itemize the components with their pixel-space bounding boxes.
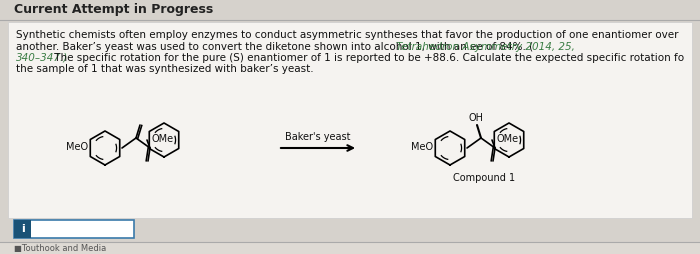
Text: OMe: OMe [151,134,174,144]
Bar [0,0,700,20]
Text: OMe: OMe [496,134,519,144]
Text: another. Baker’s yeast was used to convert the diketone shown into alcohol 1, wi: another. Baker’s yeast was used to conve… [16,41,533,52]
Text: Compound 1: Compound 1 [454,173,516,183]
Text: Tetrahedron Asymmetry 2014, 25,: Tetrahedron Asymmetry 2014, 25, [396,41,575,52]
Text: ■Touthook and Media: ■Touthook and Media [14,244,106,252]
Text: Baker's yeast: Baker's yeast [286,132,351,142]
Text: MeO: MeO [66,141,88,151]
Bar [0,242,700,254]
Text: Synthetic chemists often employ enzymes to conduct asymmetric syntheses that fav: Synthetic chemists often employ enzymes … [16,30,678,40]
Bar [14,220,134,238]
Text: 340–347.): 340–347.) [16,53,69,63]
Text: MeO: MeO [411,141,433,151]
Bar [8,22,692,218]
Text: i: i [20,224,24,234]
Bar [14,220,31,238]
Text: The specific rotation for the pure (S) enantiomer of 1 is reported to be +88.6. : The specific rotation for the pure (S) e… [51,53,684,63]
Text: Current Attempt in Progress: Current Attempt in Progress [14,4,213,17]
Text: OH: OH [468,113,484,123]
Text: the sample of 1 that was synthesized with baker’s yeast.: the sample of 1 that was synthesized wit… [16,65,314,74]
